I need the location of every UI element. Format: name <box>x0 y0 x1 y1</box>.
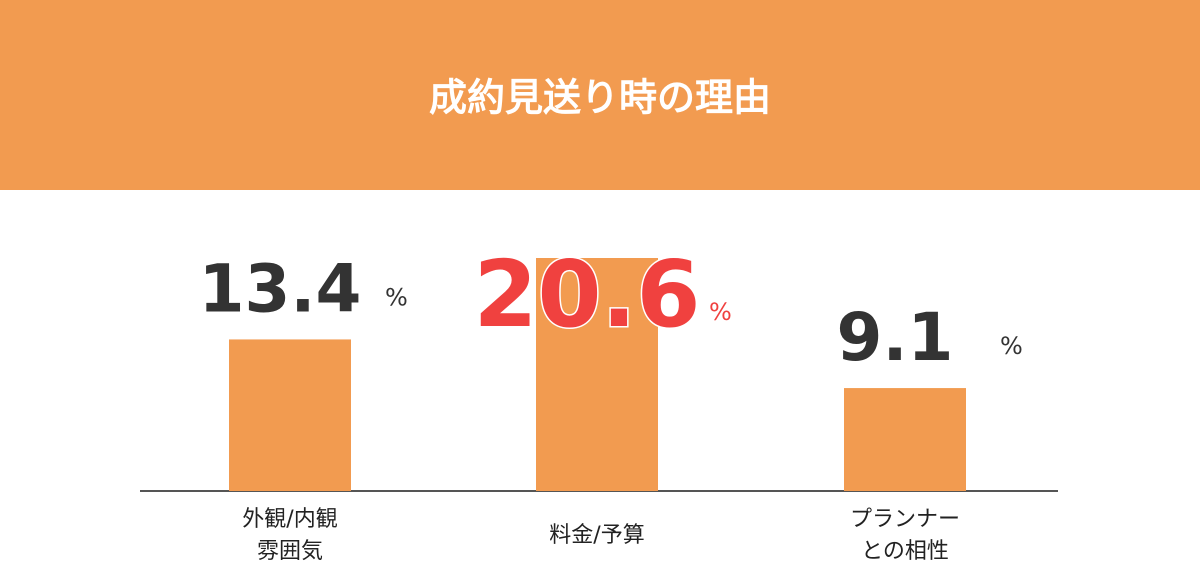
header-band <box>0 0 1200 190</box>
value-label: 20.6 <box>474 241 701 348</box>
value-unit: % <box>385 283 408 311</box>
value-label: 13.4 <box>199 250 362 327</box>
value-unit: % <box>709 298 732 326</box>
value-label: 9.1 <box>837 299 954 376</box>
category-label: 外観/内観 雰囲気 <box>242 507 338 564</box>
category-label: 料金/予算 <box>549 523 645 548</box>
chart-title: 成約見送り時の理由 <box>429 76 771 120</box>
bar <box>844 388 966 491</box>
bar <box>536 258 658 491</box>
value-unit: % <box>1000 332 1023 360</box>
bar <box>229 339 351 491</box>
category-label: プランナー との相性 <box>849 507 960 564</box>
